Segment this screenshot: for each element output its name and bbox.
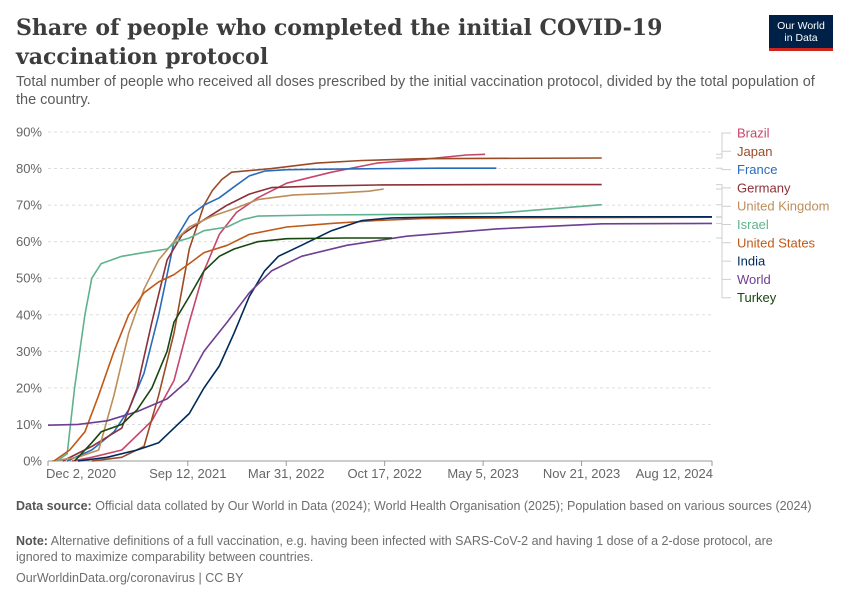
legend-label-world: World [737, 272, 771, 287]
series-line-united-kingdom [51, 188, 384, 462]
y-tick-label: 10% [16, 417, 42, 432]
note-label: Note: [16, 534, 48, 548]
legend-label-india: India [737, 254, 766, 269]
series-line-israel [56, 203, 602, 462]
y-tick-label: 50% [16, 271, 42, 286]
chart-subtitle: Total number of people who received all … [16, 74, 815, 108]
legend-label-brazil: Brazil [737, 126, 770, 141]
series-line-india [77, 216, 712, 462]
chart-note: Note: Alternative definitions of a full … [16, 533, 816, 565]
owid-logo[interactable]: Our World in Data [769, 15, 833, 51]
legend-label-japan: Japan [737, 144, 772, 159]
x-tick-label: Oct 17, 2022 [347, 466, 421, 481]
x-tick-label: Aug 12, 2024 [636, 466, 713, 481]
license-link[interactable]: CC BY [205, 571, 244, 585]
legend-label-germany: Germany [737, 180, 791, 195]
y-tick-label: 70% [16, 198, 42, 213]
note-text: Alternative definitions of a full vaccin… [16, 534, 773, 564]
x-tick-label: Nov 21, 2023 [543, 466, 620, 481]
legend-connector-united-states [716, 216, 731, 244]
credit-separator: | [198, 571, 202, 585]
x-tick-label: Dec 2, 2020 [46, 466, 116, 481]
data-source-text: Official data collated by Our World in D… [95, 499, 812, 513]
series-line-world [47, 222, 713, 426]
line-chart: 0% 10% 20% 30% 40% 50% 60% 70% 80% 90% Dec 2, 2020… [16, 125, 830, 482]
series-line-united-states [53, 216, 713, 462]
y-tick-label: 20% [16, 380, 42, 395]
y-tick-label: 40% [16, 307, 42, 322]
series-line-germany [62, 183, 602, 462]
legend-connector-world [716, 222, 731, 280]
logo-line-2: in Data [784, 32, 818, 44]
legend-connector-france [716, 167, 731, 171]
series-line-japan [91, 157, 602, 462]
data-source-label: Data source: [16, 499, 92, 513]
legend-label-israel: Israel [737, 217, 769, 232]
x-tick-label: Mar 31, 2022 [248, 466, 325, 481]
legend-connector-united-kingdom [716, 188, 731, 207]
source-url-link[interactable]: OurWorldinData.org/coronavirus [16, 571, 196, 585]
legend-label-united-kingdom: United Kingdom [737, 199, 830, 214]
data-source: Data source: Official data collated by O… [16, 498, 816, 514]
series-line-france [66, 167, 497, 462]
chart-title: Share of people who completed the initia… [16, 15, 663, 70]
y-tick-label: 80% [16, 161, 42, 176]
credit-line: OurWorldinData.org/coronavirus | CC BY [16, 570, 816, 586]
y-tick-label: 60% [16, 234, 42, 249]
x-tick-label: Sep 12, 2021 [149, 466, 226, 481]
logo-line-1: Our World [777, 20, 825, 32]
y-tick-label: 0% [23, 454, 42, 469]
legend-connector-germany [716, 184, 731, 189]
legend-connector-japan [716, 150, 731, 159]
y-tick-label: 30% [16, 344, 42, 359]
y-tick-label: 90% [16, 125, 42, 140]
legend-label-united-states: United States [737, 235, 816, 250]
legend-connector-turkey [716, 237, 731, 299]
legend-label-turkey: Turkey [737, 290, 777, 305]
legend-label-france: France [737, 162, 777, 177]
x-tick-label: May 5, 2023 [447, 466, 519, 481]
legend-connector-israel [716, 204, 731, 225]
series-line-turkey [74, 237, 393, 462]
legend-connector-brazil [716, 132, 731, 155]
series-line-brazil [71, 153, 486, 462]
